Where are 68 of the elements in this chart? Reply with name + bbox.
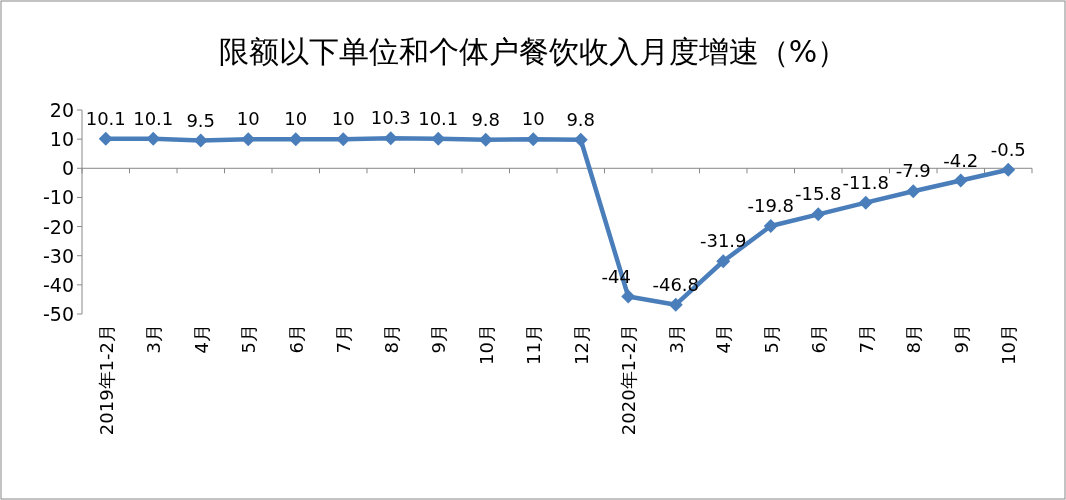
x-tick-label: 10月 bbox=[475, 324, 497, 365]
point bbox=[858, 195, 873, 210]
x-tick-label: 7月 bbox=[333, 324, 355, 354]
point bbox=[336, 132, 351, 147]
point bbox=[383, 131, 398, 146]
point bbox=[526, 132, 541, 147]
x-tick-label: 8月 bbox=[380, 324, 402, 354]
data-label: -11.8 bbox=[842, 171, 890, 193]
chart-title: 限额以下单位和个体户餐饮收入月度增速（%） bbox=[218, 34, 848, 69]
data-label: 10.1 bbox=[133, 107, 174, 129]
x-tick-label: 3月 bbox=[665, 324, 687, 354]
point bbox=[716, 254, 731, 269]
data-label: 9.5 bbox=[186, 109, 216, 131]
y-tick-label: -20 bbox=[42, 215, 74, 238]
data-label: -7.9 bbox=[895, 160, 931, 182]
x-tick-label: 4月 bbox=[190, 324, 212, 354]
data-label: 9.8 bbox=[471, 108, 501, 130]
point bbox=[573, 132, 588, 147]
data-label: 10 bbox=[284, 108, 308, 130]
point bbox=[811, 207, 826, 222]
point bbox=[478, 132, 493, 147]
data-label: 10.1 bbox=[418, 107, 459, 129]
data-label: 10 bbox=[331, 108, 355, 130]
y-tick-label: -50 bbox=[42, 303, 74, 325]
data-label: -46.8 bbox=[652, 273, 700, 295]
y-tick-label: -10 bbox=[42, 186, 74, 209]
data-label: -0.5 bbox=[990, 138, 1026, 160]
data-label: 10.1 bbox=[85, 107, 126, 129]
point bbox=[193, 133, 208, 148]
x-tick-label: 7月 bbox=[855, 324, 877, 354]
data-label: -15.8 bbox=[794, 183, 842, 205]
x-tick-label: 12月 bbox=[570, 324, 592, 365]
x-tick-label: 2020年1-2月 bbox=[618, 324, 640, 436]
data-label: -19.8 bbox=[747, 194, 795, 216]
point bbox=[431, 131, 446, 146]
point bbox=[98, 131, 113, 146]
y-tick-label: -40 bbox=[42, 273, 74, 296]
point bbox=[906, 184, 921, 199]
x-tick-label: 5月 bbox=[238, 324, 260, 354]
data-label: 10.3 bbox=[370, 107, 411, 129]
data-label: 10 bbox=[236, 108, 260, 130]
data-label: -31.9 bbox=[699, 230, 747, 252]
point bbox=[621, 289, 636, 304]
data-label: 10 bbox=[521, 108, 545, 130]
x-tick-label: 8月 bbox=[903, 324, 925, 354]
x-tick-label: 10月 bbox=[998, 324, 1020, 365]
y-tick-label: -30 bbox=[42, 244, 74, 267]
data-label: 9.8 bbox=[566, 108, 596, 130]
x-tick-label: 11月 bbox=[523, 324, 545, 365]
x-tick-label: 9月 bbox=[950, 324, 972, 354]
point bbox=[146, 131, 161, 146]
point bbox=[1001, 162, 1016, 177]
x-tick-label: 3月 bbox=[143, 324, 165, 354]
x-tick-label: 9月 bbox=[428, 324, 450, 354]
point bbox=[763, 218, 778, 233]
y-tick-label: 10 bbox=[49, 128, 74, 151]
x-tick-label: 5月 bbox=[760, 324, 782, 354]
x-tick-label: 6月 bbox=[808, 324, 830, 354]
x-tick-label: 4月 bbox=[713, 324, 735, 354]
x-tick-label: 2019年1-2月 bbox=[95, 324, 117, 436]
data-label: -4.2 bbox=[943, 149, 979, 171]
point bbox=[953, 173, 968, 188]
y-tick-label: 20 bbox=[49, 99, 74, 121]
y-tick-label: 0 bbox=[61, 157, 74, 180]
x-tick-label: 6月 bbox=[285, 324, 307, 354]
point bbox=[668, 297, 683, 312]
point bbox=[241, 132, 256, 147]
point bbox=[288, 132, 303, 147]
